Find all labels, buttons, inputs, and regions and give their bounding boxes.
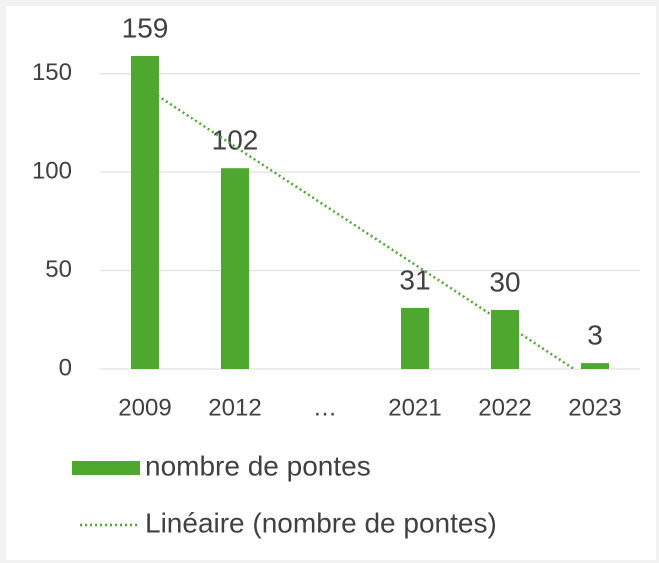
y-tick-label: 150 xyxy=(32,59,72,86)
x-tick-label: … xyxy=(313,394,337,421)
bar xyxy=(221,168,249,369)
data-label: 3 xyxy=(587,319,603,350)
y-tick-label: 0 xyxy=(59,354,72,381)
data-label: 159 xyxy=(122,12,169,43)
data-label: 30 xyxy=(489,266,520,297)
bar xyxy=(491,309,519,369)
bar xyxy=(401,307,429,369)
bar xyxy=(581,363,609,369)
x-tick-label: 2022 xyxy=(478,394,531,421)
y-tick-label: 50 xyxy=(45,256,72,283)
x-tick-label: 2023 xyxy=(568,394,621,421)
data-label: 102 xyxy=(212,125,259,156)
x-tick-label: 2009 xyxy=(118,394,171,421)
legend-label: Linéaire (nombre de pontes) xyxy=(145,507,497,538)
legend-label: nombre de pontes xyxy=(145,450,371,481)
y-tick-label: 100 xyxy=(32,157,72,184)
data-label: 31 xyxy=(399,264,430,295)
x-tick-label: 2021 xyxy=(388,394,441,421)
legend-swatch xyxy=(72,461,140,475)
x-tick-label: 2012 xyxy=(208,394,261,421)
bar xyxy=(131,55,159,369)
